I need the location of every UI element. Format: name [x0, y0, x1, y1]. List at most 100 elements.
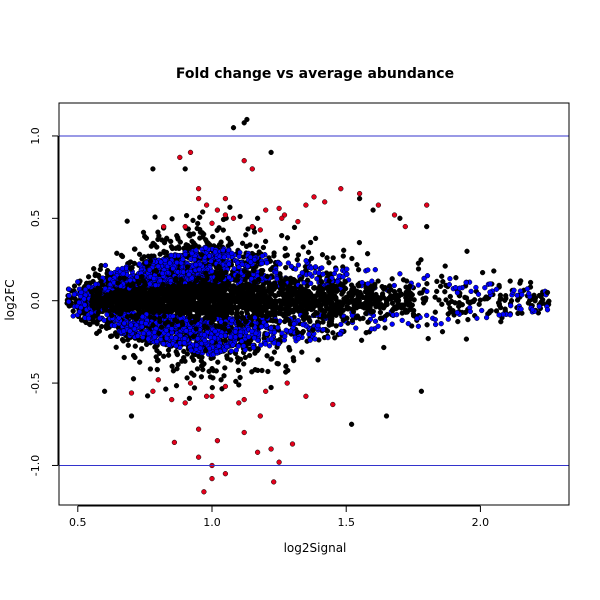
scatter-point [447, 293, 453, 300]
scatter-point [256, 249, 262, 255]
scatter-point [536, 292, 543, 299]
scatter-point [212, 278, 219, 284]
scatter-point [173, 349, 179, 355]
scatter-point [310, 327, 316, 333]
scatter-point [158, 324, 165, 330]
scatter-point [316, 270, 322, 276]
scatter-point [156, 287, 162, 294]
scatter-point [279, 232, 285, 239]
scatter-point [170, 265, 176, 272]
scatter-point [202, 337, 208, 344]
scatter-point [147, 281, 153, 287]
scatter-point [324, 294, 331, 300]
scatter-point [332, 335, 338, 341]
scatter-point [442, 289, 448, 295]
scatter-point [359, 279, 365, 286]
scatter-point [186, 395, 193, 402]
scatter-point [527, 279, 534, 286]
scatter-point [152, 334, 158, 340]
scatter-point [209, 393, 215, 399]
scatter-point [305, 249, 312, 255]
scatter-point [188, 370, 195, 376]
scatter-point [228, 348, 234, 354]
scatter-point [263, 314, 270, 320]
scatter-point [238, 288, 245, 294]
scatter-point [271, 479, 277, 485]
scatter-point [377, 309, 384, 316]
scatter-point [341, 247, 347, 253]
scatter-point [372, 318, 379, 324]
scatter-point [177, 332, 183, 339]
scatter-point [482, 285, 488, 291]
y-axis: -1.0-0.50.00.51.0 [29, 127, 59, 476]
scatter-point [243, 319, 249, 325]
scatter-point [372, 267, 378, 273]
scatter-point [201, 489, 207, 495]
scatter-point [356, 302, 362, 309]
scatter-point [195, 195, 202, 202]
scatter-point [241, 158, 247, 164]
scatter-point [248, 259, 254, 265]
scatter-point [284, 380, 290, 386]
scatter-point [121, 275, 128, 281]
scatter-point [344, 305, 350, 312]
scatter-point [245, 263, 251, 269]
scatter-point [463, 279, 469, 286]
scatter-point [402, 308, 408, 314]
scatter-point [195, 336, 201, 342]
scatter-point [182, 251, 189, 258]
scatter-point [356, 239, 363, 246]
scatter-point [159, 237, 165, 243]
scatter-point [260, 267, 266, 274]
scatter-point [464, 248, 470, 254]
scatter-point [134, 274, 140, 280]
scatter-point [319, 307, 325, 313]
scatter-point [144, 393, 151, 399]
scatter-point [163, 249, 170, 256]
scatter-point [132, 246, 138, 252]
scatter-point [237, 303, 243, 309]
scatter-point [147, 314, 154, 320]
scatter-point [168, 308, 174, 314]
scatter-point [474, 315, 480, 321]
scatter-point [496, 282, 502, 289]
scatter-point [158, 301, 165, 308]
scatter-point [356, 283, 362, 289]
scatter-point [191, 256, 198, 263]
scatter-point [330, 288, 336, 295]
scatter-point [375, 323, 381, 329]
x-tick-label: 1.0 [203, 516, 221, 529]
scatter-point [456, 285, 463, 291]
scatter-point [221, 373, 227, 379]
scatter-point [325, 306, 332, 312]
scatter-point [70, 313, 76, 319]
scatter-point [180, 256, 186, 262]
scatter-point [440, 278, 446, 285]
scatter-point [259, 253, 266, 259]
scatter-point [173, 293, 179, 299]
scatter-point [136, 279, 142, 285]
scatter-point [455, 318, 461, 325]
scatter-point [154, 366, 160, 373]
scatter-point [206, 281, 213, 288]
scatter-point [249, 302, 255, 309]
scatter-point [115, 280, 121, 286]
scatter-point [227, 204, 233, 210]
scatter-point [86, 315, 92, 321]
scatter-point [544, 289, 551, 296]
scatter-point [268, 446, 274, 452]
scatter-point [260, 244, 267, 251]
scatter-point [139, 274, 145, 280]
scatter-point [147, 292, 153, 298]
scatter-point [330, 307, 336, 313]
scatter-point [348, 294, 355, 300]
scatter-point [389, 295, 396, 301]
scatter-point [143, 320, 149, 327]
scatter-point [437, 283, 444, 289]
scatter-point [432, 309, 438, 315]
scatter-point [210, 296, 216, 303]
scatter-point [227, 334, 234, 340]
scatter-point [282, 318, 288, 325]
scatter-point [288, 263, 294, 270]
scatter-point [354, 262, 360, 268]
